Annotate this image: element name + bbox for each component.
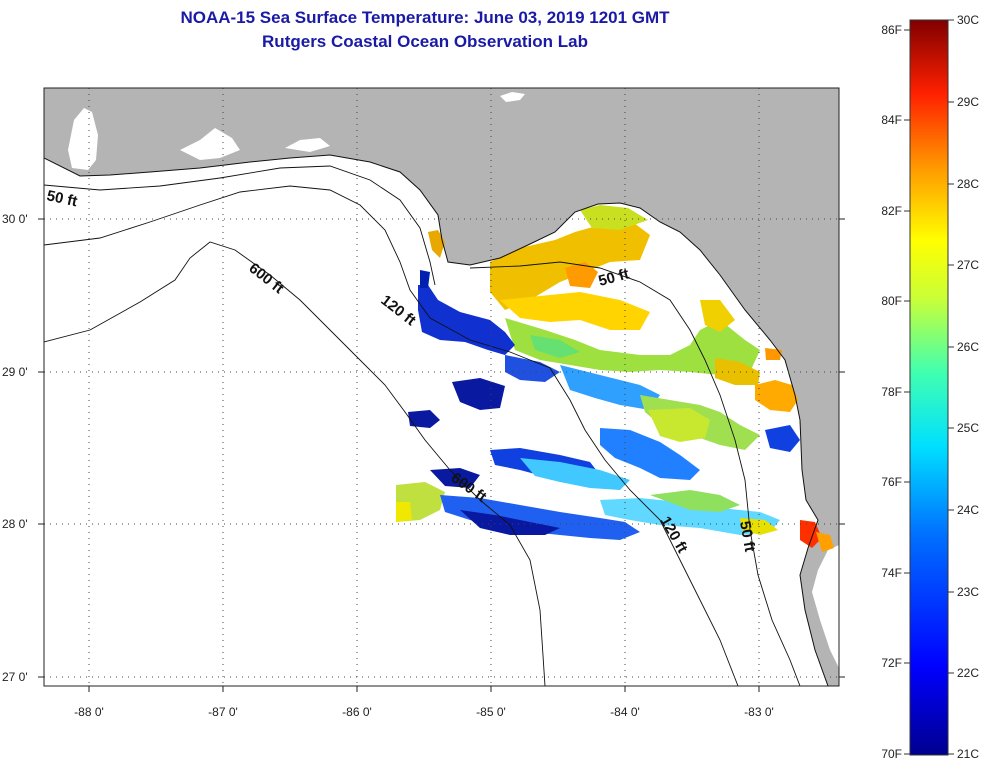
bay-water	[68, 108, 98, 170]
colorbar-c-label: 25C	[957, 421, 979, 435]
lat-label: 28 0'	[2, 517, 28, 531]
lon-label: -87 0'	[208, 705, 238, 719]
lat-label: 30 0'	[2, 212, 28, 226]
colorbar-c-label: 28C	[957, 177, 979, 191]
lat-label: 29 0'	[2, 365, 28, 379]
colorbar-f-label: 72F	[881, 656, 902, 670]
bay-water	[180, 128, 240, 160]
colorbar-f-label: 78F	[881, 385, 902, 399]
colorbar-f-label: 80F	[881, 294, 902, 308]
colorbar-f-label: 82F	[881, 204, 902, 218]
contour-label: 50 ft	[45, 187, 79, 210]
map-title: NOAA-15 Sea Surface Temperature: June 03…	[180, 8, 670, 27]
colorbar-c-label: 30C	[957, 13, 979, 27]
colorbar-f-label: 70F	[881, 747, 902, 761]
colorbar-c-label: 23C	[957, 585, 979, 599]
contour-600ft	[44, 241, 546, 686]
lon-label: -84 0'	[610, 705, 640, 719]
colorbar-c-ticks	[948, 19, 954, 755]
colorbar-f-label: 74F	[881, 566, 902, 580]
bay-water	[500, 92, 525, 102]
contour-50ft	[44, 165, 801, 686]
graticule	[44, 88, 839, 686]
colorbar-c-label: 27C	[957, 258, 979, 272]
lon-label: -83 0'	[744, 705, 774, 719]
lon-label: -86 0'	[342, 705, 372, 719]
colorbar-f-ticks	[904, 29, 910, 755]
sst-data	[396, 205, 834, 552]
map-subtitle: Rutgers Coastal Ocean Observation Lab	[262, 32, 588, 51]
lon-label: -85 0'	[476, 705, 506, 719]
map-frame	[43, 87, 840, 687]
colorbar-c-label: 24C	[957, 503, 979, 517]
colorbar-f-label: 86F	[881, 23, 902, 37]
colorbar	[909, 19, 949, 756]
contour-label: 50 ft	[736, 520, 758, 553]
contour-120ft	[44, 185, 739, 686]
colorbar-f-label: 76F	[881, 475, 902, 489]
lon-label: -88 0'	[74, 705, 104, 719]
colorbar-f-label: 84F	[881, 113, 902, 127]
coastline	[44, 154, 829, 686]
lat-label: 27 0'	[2, 670, 28, 684]
colorbar-c-label: 21C	[957, 747, 979, 761]
colorbar-c-label: 22C	[957, 666, 979, 680]
frame-ticks	[38, 218, 845, 692]
colorbar-c-label: 29C	[957, 95, 979, 109]
bay-water	[285, 138, 330, 152]
colorbar-c-label: 26C	[957, 340, 979, 354]
land-area	[44, 88, 839, 686]
